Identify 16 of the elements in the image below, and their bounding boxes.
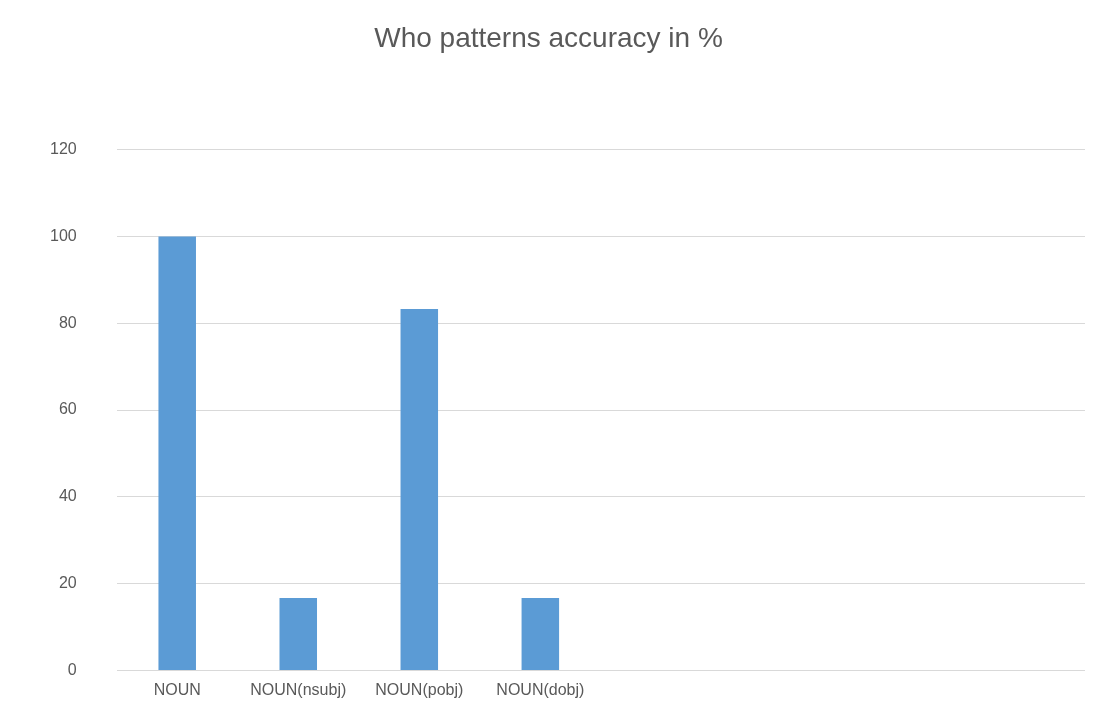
y-tick-label: 80 (58, 313, 77, 331)
x-tick-label: NOUN (153, 681, 201, 699)
y-tick-label: 40 (58, 487, 77, 505)
bar (521, 597, 560, 670)
bar (279, 597, 318, 670)
x-tick-label: NOUN(nsubj) (250, 681, 347, 699)
bar (400, 308, 439, 670)
y-tick-label: 60 (58, 400, 77, 418)
y-tick-label: 20 (58, 574, 77, 592)
x-tick-label: NOUN(pobj) (375, 681, 464, 699)
y-tick-label: 120 (49, 140, 77, 158)
y-tick-label: 100 (49, 226, 77, 244)
x-tick-label: NOUN(dobj) (496, 681, 585, 699)
bar (158, 236, 196, 670)
y-tick-label: 0 (67, 660, 77, 678)
chart-title: Who patterns accuracy in % (373, 22, 724, 54)
